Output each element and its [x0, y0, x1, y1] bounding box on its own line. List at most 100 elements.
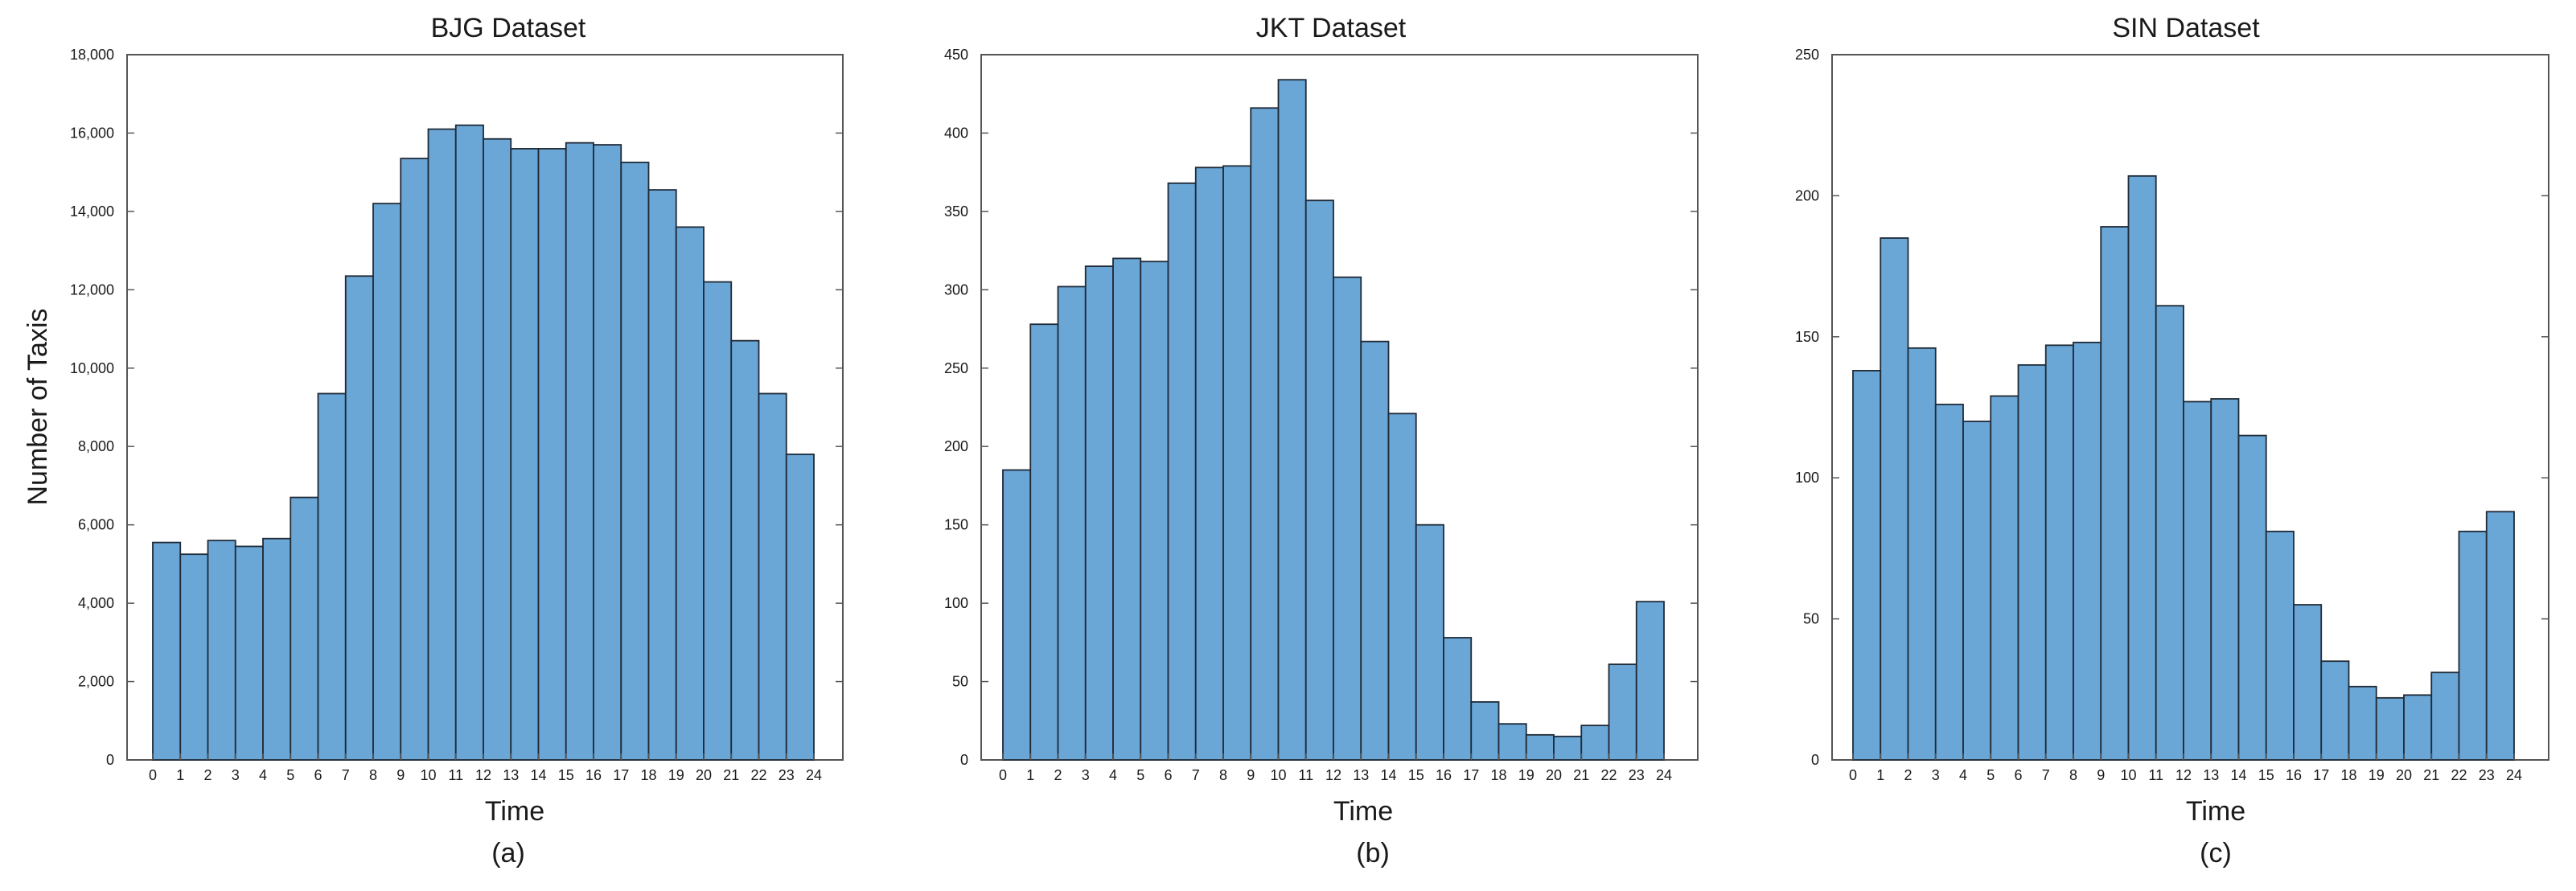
bar-sin-20 — [2403, 694, 2433, 761]
bar-sin-18 — [2348, 685, 2377, 761]
bar-sin-19 — [2375, 696, 2405, 761]
bar-sin-5 — [1990, 395, 2019, 761]
y-tick-label-jkt-6: 300 — [944, 281, 968, 298]
bars-jkt — [1002, 79, 1665, 761]
x-tick-label-sin-19: 19 — [2369, 767, 2385, 783]
bar-sin-6 — [2017, 363, 2047, 761]
x-tick-label-jkt-24: 24 — [1656, 767, 1672, 783]
bar-jkt-11 — [1304, 199, 1334, 761]
bar-bjg-10 — [427, 128, 457, 761]
x-tick-label-jkt-0: 0 — [999, 767, 1007, 783]
bar-bjg-20 — [703, 281, 733, 761]
x-tick-label-bjg-7: 7 — [342, 767, 350, 783]
y-tick-label-bjg-9: 18,000 — [70, 47, 114, 63]
bar-sin-1 — [1880, 237, 1909, 761]
bar-jkt-5 — [1140, 261, 1169, 761]
bar-bjg-21 — [730, 339, 760, 761]
bar-jkt-20 — [1553, 735, 1583, 761]
bar-bjg-3 — [234, 545, 264, 761]
x-tick-label-jkt-23: 23 — [1629, 767, 1645, 783]
bar-sin-3 — [1934, 404, 1964, 761]
bar-sin-10 — [2127, 175, 2157, 761]
y-tick-label-jkt-7: 350 — [944, 203, 968, 220]
x-tick-label-sin-15: 15 — [2258, 767, 2274, 783]
x-tick-label-bjg-9: 9 — [396, 767, 405, 783]
bar-bjg-22 — [758, 392, 787, 761]
bar-bjg-6 — [317, 392, 347, 761]
x-tick-label-bjg-3: 3 — [232, 767, 240, 783]
x-tick-label-bjg-17: 17 — [613, 767, 629, 783]
x-tick-label-jkt-12: 12 — [1325, 767, 1341, 783]
bar-sin-2 — [1907, 347, 1937, 761]
bar-jkt-6 — [1167, 182, 1197, 761]
bar-sin-7 — [2044, 344, 2074, 761]
x-tick-label-jkt-8: 8 — [1219, 767, 1227, 783]
bar-sin-8 — [2073, 341, 2102, 761]
y-tick-label-sin-0: 0 — [1811, 752, 1819, 768]
x-tick-label-bjg-8: 8 — [369, 767, 377, 783]
caption-c: (c) — [2200, 838, 2232, 868]
bar-jkt-0 — [1002, 469, 1032, 761]
caption-b: (b) — [1356, 838, 1390, 868]
bar-sin-23 — [2485, 511, 2515, 761]
x-tick-label-bjg-11: 11 — [448, 767, 463, 783]
bar-bjg-7 — [344, 275, 374, 761]
x-tick-label-sin-22: 22 — [2451, 767, 2467, 783]
bar-sin-14 — [2237, 434, 2267, 761]
y-axis-label: Number of Taxis — [23, 308, 53, 505]
x-tick-label-sin-1: 1 — [1876, 767, 1884, 783]
bar-jkt-12 — [1333, 276, 1362, 761]
y-ticks-bjg: 0 2,000 4,000 6,000 8,000 10,000 12,000 14,000 1… — [70, 47, 843, 768]
y-tick-label-jkt-2: 100 — [944, 595, 968, 611]
y-ticks-sin: 0 50 100 150 200 250 — [1795, 47, 2549, 768]
y-tick-label-bjg-6: 12,000 — [70, 281, 114, 298]
x-tick-label-jkt-15: 15 — [1408, 767, 1424, 783]
x-tick-label-jkt-6: 6 — [1164, 767, 1172, 783]
bar-bjg-11 — [454, 124, 484, 761]
x-tick-label-bjg-24: 24 — [806, 767, 822, 783]
x-tick-label-jkt-14: 14 — [1380, 767, 1396, 783]
x-tick-label-sin-0: 0 — [1849, 767, 1857, 783]
x-tick-label-sin-12: 12 — [2175, 767, 2192, 783]
x-tick-label-jkt-7: 7 — [1192, 767, 1200, 783]
chart-title-sin: SIN Dataset — [2112, 13, 2260, 43]
x-tick-label-jkt-19: 19 — [1518, 767, 1535, 783]
bar-sin-4 — [1962, 421, 1992, 761]
x-tick-label-sin-9: 9 — [2097, 767, 2105, 783]
bar-jkt-22 — [1608, 663, 1637, 761]
y-tick-label-bjg-4: 8,000 — [78, 438, 114, 454]
x-tick-label-sin-18: 18 — [2340, 767, 2356, 783]
bar-bjg-1 — [179, 553, 209, 761]
x-tick-label-jkt-20: 20 — [1546, 767, 1562, 783]
bar-bjg-13 — [510, 148, 540, 761]
x-ticks-sin: 0 1 2 3 4 5 6 7 8 9 10 11 12 13 14 15 16 17 18 19 20 21 22 23 24 — [1849, 753, 2522, 783]
bar-bjg-4 — [262, 537, 292, 761]
y-tick-label-bjg-3: 6,000 — [78, 517, 114, 533]
bar-jkt-17 — [1470, 700, 1500, 761]
x-tick-label-bjg-12: 12 — [475, 767, 491, 783]
bjg-chart: BJG Dataset 0 2,000 4,000 6,000 8,000 10,000 1… — [23, 13, 844, 868]
x-tick-label-sin-16: 16 — [2286, 767, 2302, 783]
x-tick-label-jkt-3: 3 — [1082, 767, 1090, 783]
y-tick-label-jkt-0: 0 — [960, 752, 968, 768]
x-tick-label-bjg-22: 22 — [750, 767, 766, 783]
bar-bjg-18 — [647, 189, 677, 761]
bar-jkt-1 — [1029, 323, 1059, 761]
y-tick-label-jkt-5: 250 — [944, 360, 968, 376]
x-tick-label-sin-7: 7 — [2042, 767, 2050, 783]
x-tick-label-bjg-1: 1 — [176, 767, 184, 783]
bar-jkt-13 — [1360, 340, 1390, 761]
y-tick-label-bjg-2: 4,000 — [78, 595, 114, 611]
x-tick-label-sin-10: 10 — [2120, 767, 2136, 783]
y-tick-label-sin-3: 150 — [1795, 329, 1819, 345]
y-ticks-jkt: 0 50 100 150 200 250 300 350 400 450 — [944, 47, 1698, 768]
bar-jkt-14 — [1387, 413, 1417, 761]
x-tick-label-sin-21: 21 — [2423, 767, 2439, 783]
bar-bjg-14 — [537, 148, 567, 761]
caption-a: (a) — [491, 838, 525, 868]
x-tick-label-sin-6: 6 — [2014, 767, 2022, 783]
x-tick-label-sin-14: 14 — [2230, 767, 2246, 783]
bar-bjg-19 — [675, 226, 705, 761]
x-tick-label-sin-23: 23 — [2479, 767, 2495, 783]
